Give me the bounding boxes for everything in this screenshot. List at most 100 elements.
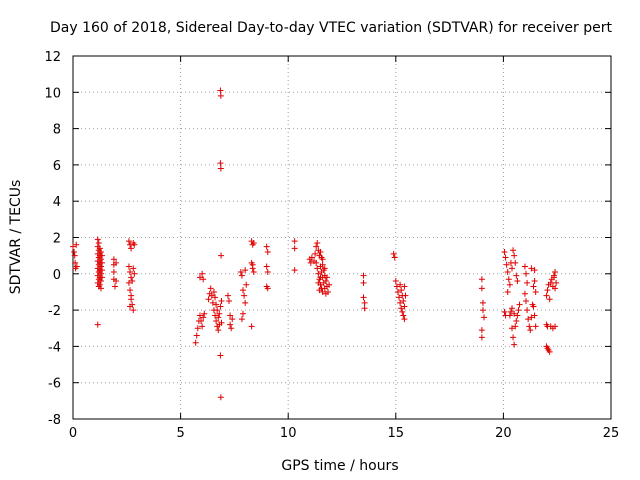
data-point xyxy=(323,274,330,281)
data-point xyxy=(322,290,329,297)
data-point xyxy=(217,92,224,99)
data-point xyxy=(307,259,314,266)
data-point xyxy=(308,254,315,261)
data-point xyxy=(214,307,221,314)
data-point xyxy=(524,307,531,314)
data-point xyxy=(317,274,324,281)
data-point xyxy=(397,281,404,288)
data-point xyxy=(313,259,320,266)
data-point xyxy=(321,285,328,292)
data-point xyxy=(113,278,120,285)
data-point xyxy=(546,296,553,303)
data-point xyxy=(531,278,538,285)
data-point xyxy=(546,348,553,355)
data-point xyxy=(205,296,212,303)
data-point xyxy=(531,312,538,319)
data-point xyxy=(229,316,236,323)
data-point xyxy=(317,263,324,270)
data-point xyxy=(543,292,550,299)
data-point xyxy=(96,245,103,252)
y-tick-label: -2 xyxy=(48,304,61,319)
data-point xyxy=(506,281,513,288)
data-point xyxy=(319,256,326,263)
data-point xyxy=(393,283,400,290)
data-point xyxy=(514,278,521,285)
data-point xyxy=(510,334,517,341)
data-point xyxy=(396,294,403,301)
data-point xyxy=(131,270,138,277)
data-point xyxy=(315,270,322,277)
data-point xyxy=(73,263,80,270)
data-point xyxy=(213,317,220,324)
data-point xyxy=(250,268,257,275)
data-point xyxy=(129,278,136,285)
data-point xyxy=(97,256,104,263)
data-point xyxy=(242,267,249,274)
data-point xyxy=(125,279,132,286)
data-point xyxy=(394,288,401,295)
data-point xyxy=(127,268,134,275)
data-point xyxy=(390,250,397,257)
data-point xyxy=(319,288,326,295)
data-point xyxy=(218,298,225,305)
data-point xyxy=(264,285,271,292)
data-point xyxy=(210,288,217,295)
data-point xyxy=(552,323,559,330)
data-point xyxy=(228,325,235,332)
data-point xyxy=(194,325,201,332)
data-point xyxy=(263,243,270,250)
data-point xyxy=(207,285,214,292)
data-point xyxy=(264,249,271,256)
data-point xyxy=(509,325,516,332)
data-point xyxy=(503,261,510,268)
data-point xyxy=(97,263,104,270)
data-point xyxy=(361,299,368,306)
data-point xyxy=(513,272,520,279)
data-point xyxy=(532,323,539,330)
data-point xyxy=(479,307,486,314)
data-point xyxy=(525,316,532,323)
data-point xyxy=(263,263,270,270)
data-point xyxy=(511,310,518,317)
data-point xyxy=(199,323,206,330)
data-point xyxy=(317,249,324,256)
data-point xyxy=(522,270,529,277)
data-point xyxy=(242,299,249,306)
x-tick-label: 15 xyxy=(388,426,405,441)
data-point xyxy=(94,321,101,328)
data-point xyxy=(478,285,485,292)
data-point xyxy=(513,317,520,324)
data-points xyxy=(70,87,560,401)
data-point xyxy=(528,265,535,272)
data-point xyxy=(515,307,522,314)
data-point xyxy=(193,332,200,339)
data-point xyxy=(506,312,513,319)
data-point xyxy=(502,254,509,261)
data-point xyxy=(511,341,518,348)
data-point xyxy=(550,272,557,279)
data-point xyxy=(360,279,367,286)
x-tick-label: 0 xyxy=(69,426,77,441)
data-point xyxy=(360,272,367,279)
data-point xyxy=(127,303,134,310)
data-point xyxy=(401,303,408,310)
y-tick-label: 12 xyxy=(44,50,61,65)
data-point xyxy=(94,236,101,243)
data-point xyxy=(97,249,104,256)
data-point xyxy=(72,259,79,266)
data-point xyxy=(224,292,231,299)
data-point xyxy=(321,265,328,272)
data-point xyxy=(227,312,234,319)
data-point xyxy=(547,279,554,286)
data-point xyxy=(248,323,255,330)
data-point xyxy=(99,267,106,274)
y-tick-label: -4 xyxy=(48,340,61,355)
data-point xyxy=(128,292,135,299)
data-point xyxy=(243,281,250,288)
data-point xyxy=(216,310,223,317)
data-point xyxy=(215,314,222,321)
data-point xyxy=(521,290,528,297)
y-tick-label: 2 xyxy=(53,232,61,247)
data-point xyxy=(401,316,408,323)
x-tick-label: 20 xyxy=(495,426,512,441)
